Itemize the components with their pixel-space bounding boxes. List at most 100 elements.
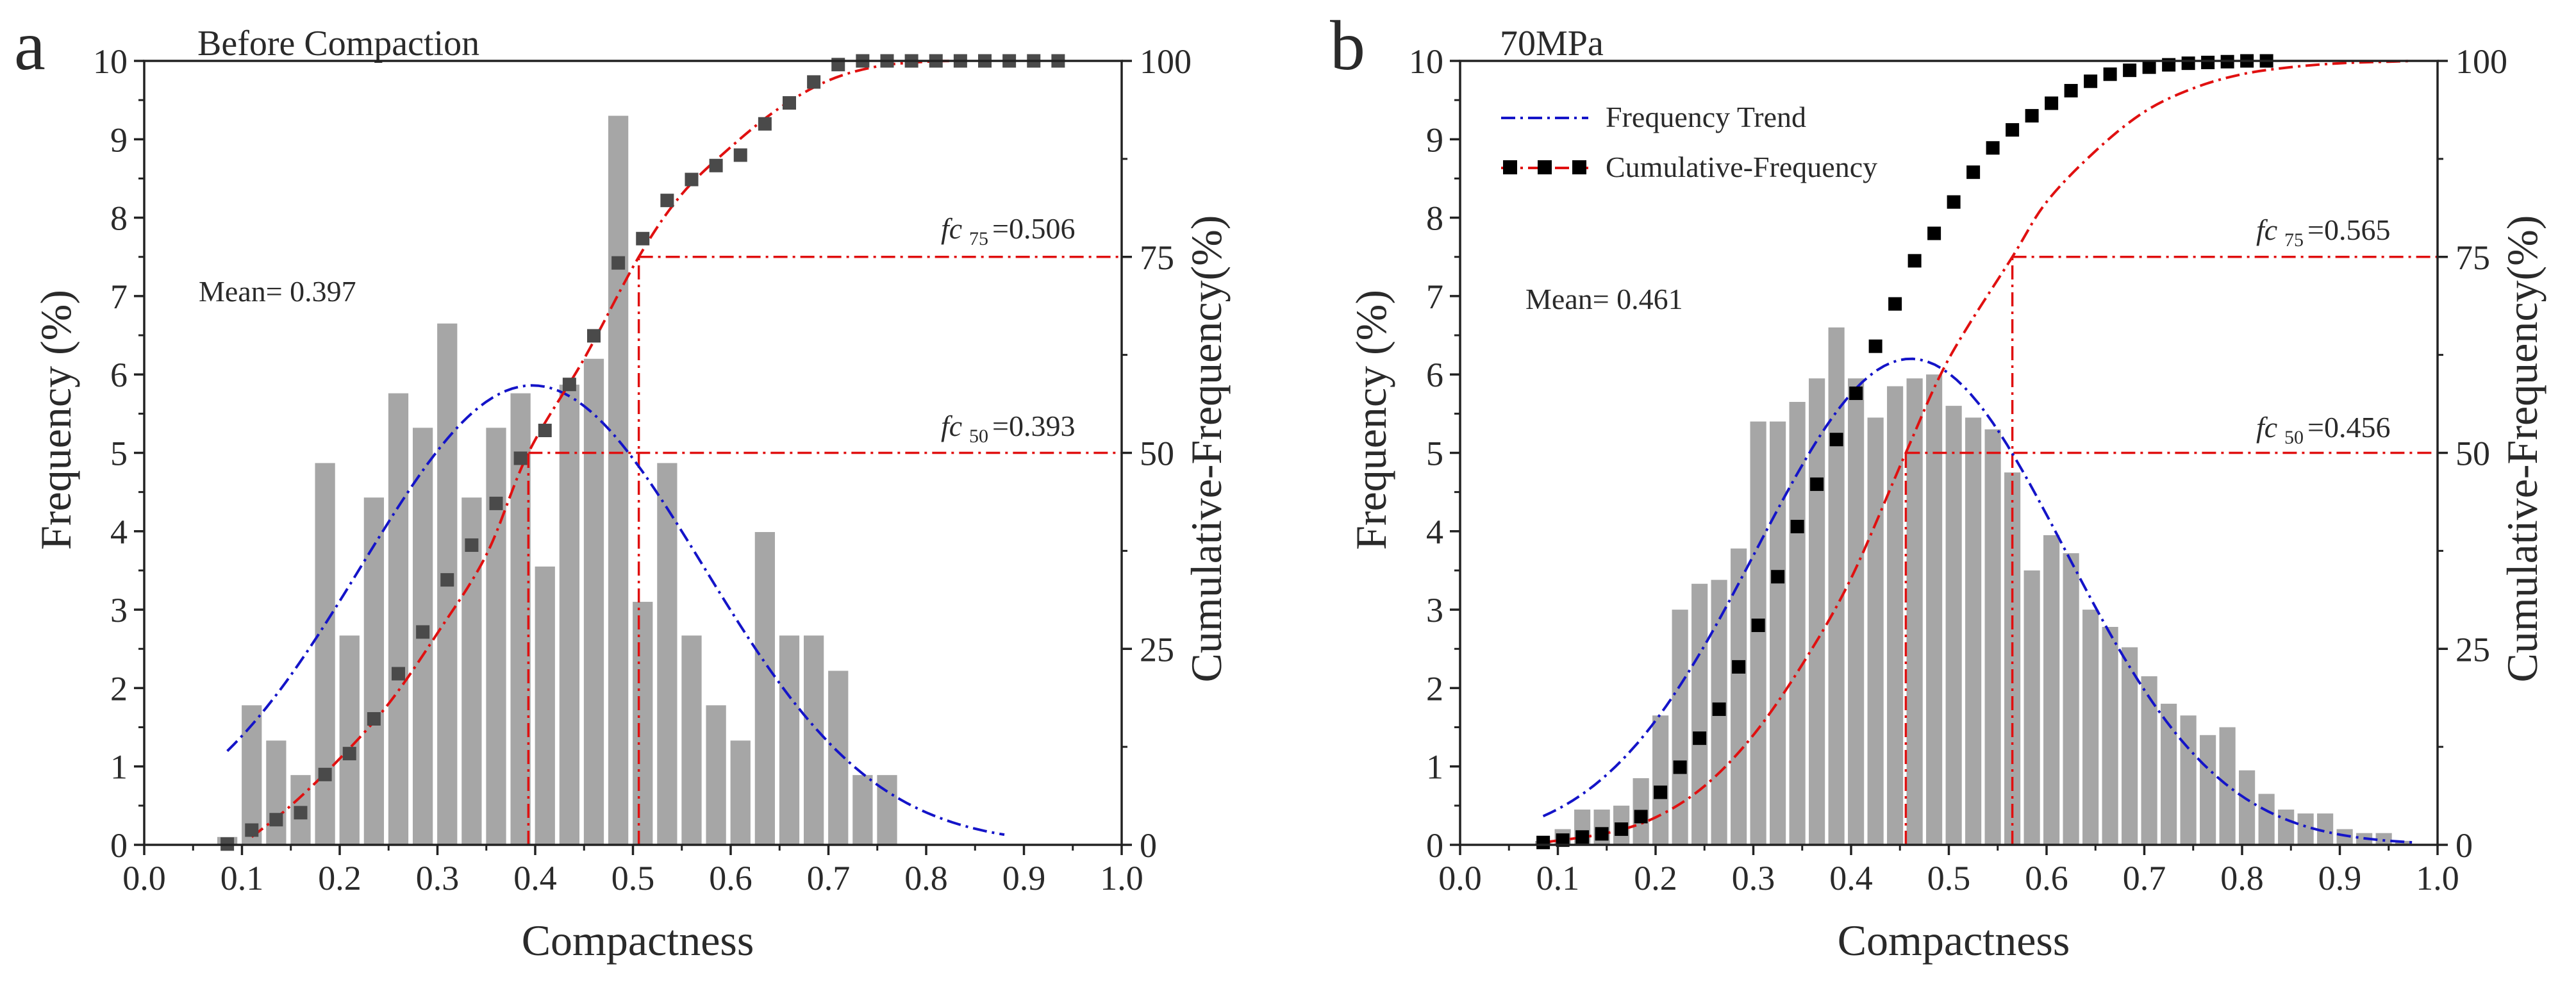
bar-b-18	[1887, 386, 1904, 845]
legend-cumulative-label: Cumulative-Frequency	[1606, 151, 1877, 183]
axes-a: 0.0 0.1 0.2 0.3 0.4 0.5 0.6 0.7 0.8 0.9 1.00123456…	[93, 42, 1192, 897]
cumulative-point-b-15	[1829, 433, 1843, 447]
bar-a-23	[779, 635, 800, 845]
fc75-subscript-b: 75	[2284, 229, 2304, 251]
bar-b-19	[1906, 378, 1923, 845]
bar-b-29	[2102, 627, 2118, 845]
panel-title-a: Before Compaction	[197, 24, 479, 63]
y-tick-label-b-8: 8	[1426, 199, 1443, 238]
bar-a-24	[803, 635, 824, 845]
legend-trend-label: Frequency Trend	[1606, 101, 1806, 133]
x-tick-label-b-3: 0.3	[1732, 859, 1775, 897]
bar-a-10	[461, 497, 482, 845]
cumulative-point-b-5	[1634, 810, 1648, 824]
bar-a-19	[681, 635, 702, 845]
cumulative-point-b-16	[1849, 387, 1863, 401]
cumulative-point-b-3	[1595, 827, 1609, 841]
x-tick-label-a-0: 0.0	[122, 859, 166, 897]
cumulative-point-b-18	[1888, 297, 1902, 311]
cumulative-point-b-30	[2123, 63, 2137, 78]
bar-b-43	[2375, 833, 2392, 845]
bar-a-21	[730, 740, 751, 845]
bar-a-26	[852, 775, 873, 845]
y-tick-label-a-3: 3	[110, 591, 128, 629]
bar-a-14	[559, 385, 580, 845]
frequency-trend-line-a	[226, 384, 1005, 836]
cumulative-point-b-23	[1986, 141, 2000, 155]
fc75-subscript-a: 75	[969, 228, 988, 249]
bar-b-30	[2122, 647, 2138, 845]
cumulative-point-b-14	[1810, 477, 1824, 491]
frequency-trend-a	[226, 384, 1005, 836]
x-tick-label-b-6: 0.6	[2025, 859, 2068, 897]
cumulative-point-b-28	[2084, 74, 2098, 88]
cumulative-point-b-4	[1615, 822, 1629, 836]
legend-cumulative-marker-3	[1572, 160, 1586, 174]
cumulative-point-b-21	[1947, 195, 1961, 209]
cumulative-point-b-13	[1790, 519, 1804, 533]
fc50-value-b: =0.456	[2307, 411, 2390, 444]
cumulative-point-b-33	[2181, 56, 2195, 71]
fc50-label-a: fc 50 =0.393	[941, 410, 1075, 447]
y-tick-label-a-5: 5	[110, 435, 128, 473]
y-tick-label-a-9: 9	[110, 121, 128, 159]
cumulative-point-a-20	[709, 158, 723, 172]
legend-cumulative-marker-1	[1503, 160, 1517, 174]
x-axis-title-b: Compactness	[1838, 916, 2070, 965]
fc75-label-a: fc 75 =0.506	[941, 212, 1075, 249]
bar-b-26	[2043, 535, 2060, 845]
y-tick-label-b-6: 6	[1426, 356, 1443, 394]
cumulative-point-b-2	[1575, 830, 1590, 844]
cumulative-point-b-12	[1771, 570, 1785, 584]
bar-a-7	[388, 393, 409, 845]
x-tick-label-b-9: 0.9	[2318, 859, 2362, 897]
x-tick-label-a-5: 0.5	[611, 859, 655, 897]
bar-b-11	[1750, 421, 1766, 845]
cumulative-point-a-17	[636, 231, 650, 246]
bar-series-b	[1535, 327, 2412, 845]
cumulative-fit-line-b	[1543, 60, 2413, 844]
x-tick-label-b-5: 0.5	[1927, 859, 1971, 897]
cumulative-point-a-23	[783, 96, 796, 110]
fc75-value-a: =0.506	[992, 212, 1075, 245]
cumulative-point-b-27	[2064, 83, 2078, 97]
cumulative-point-b-1	[1556, 833, 1570, 847]
cumulative-point-b-29	[2103, 67, 2117, 81]
cumulative-point-a-18	[660, 194, 674, 208]
fc50-symbol-a: fc	[941, 410, 962, 442]
fc75-symbol-b: fc	[2256, 213, 2277, 246]
bar-b-34	[2200, 735, 2216, 845]
y2-tick-label-a-1: 25	[1140, 630, 1174, 669]
bar-a-22	[754, 532, 776, 845]
fc50-subscript-a: 50	[969, 426, 988, 447]
y-tick-label-b-2: 2	[1426, 669, 1443, 708]
cumulative-point-b-8	[1693, 731, 1707, 745]
y-tick-label-b-5: 5	[1426, 435, 1443, 473]
cumulative-point-b-26	[2045, 96, 2059, 110]
y-tick-label-a-0: 0	[110, 826, 128, 865]
mean-label-a: Mean= 0.397	[199, 275, 356, 308]
bar-b-10	[1731, 548, 1747, 845]
fc50-value-a: =0.393	[992, 410, 1075, 442]
bar-b-6	[1652, 715, 1669, 845]
mean-label-b: Mean= 0.461	[1525, 283, 1683, 315]
cumulative-point-b-10	[1732, 660, 1746, 674]
cumulative-point-b-7	[1673, 760, 1687, 774]
legend-cumulative-marker-2	[1538, 160, 1552, 174]
cumulative-point-b-11	[1751, 619, 1765, 633]
panel-b: b 70MPa 0.0 0.1 0.2 0.3 0.4 0.5 0.6 0.7 0.8 0.9 1.…	[1330, 6, 2547, 965]
cumulative-point-a-3	[294, 806, 308, 820]
cumulative-point-b-19	[1907, 254, 1922, 268]
y-axis-title-a: Frequency (%)	[31, 290, 80, 550]
x-tick-label-a-7: 0.7	[807, 859, 851, 897]
y-tick-label-a-6: 6	[110, 356, 128, 394]
cumulative-point-b-0	[1536, 835, 1550, 849]
y-tick-label-a-8: 8	[110, 199, 128, 238]
x-axis-title-a: Compactness	[522, 916, 754, 965]
bar-b-12	[1770, 421, 1786, 845]
fc-guide-lines-b	[1904, 256, 2438, 845]
cumulative-markers-a	[220, 54, 1065, 851]
cumulative-point-a-16	[611, 256, 626, 270]
cumulative-point-b-31	[2142, 60, 2156, 74]
bar-a-13	[535, 566, 555, 845]
